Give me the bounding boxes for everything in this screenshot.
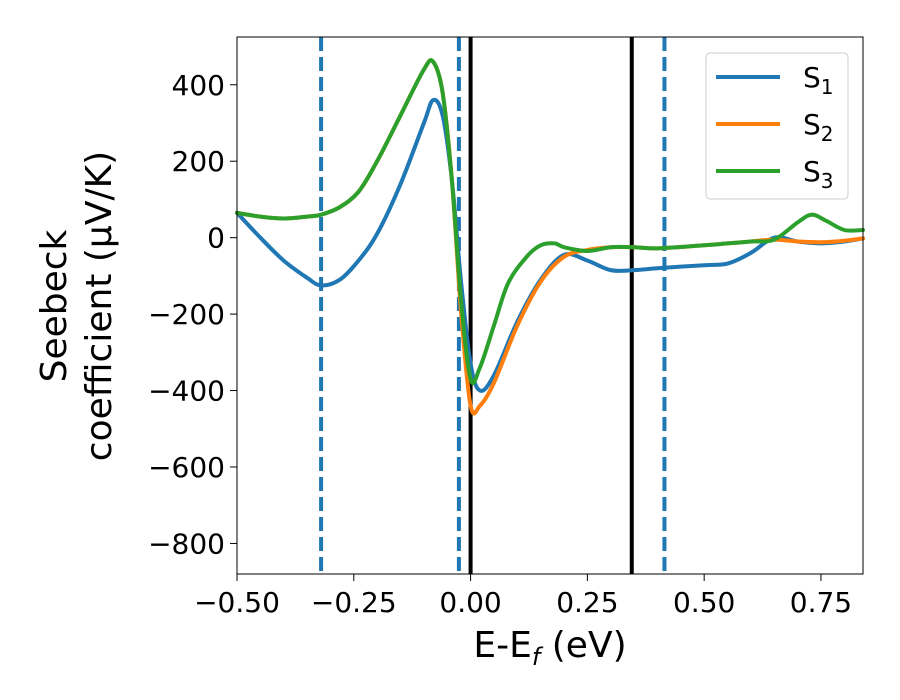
x-tick-label: 0.50 [673, 586, 735, 619]
series-lines [235, 58, 865, 416]
x-axis-label: E-Ef (eV) [473, 625, 626, 671]
y-tick-label: 0 [207, 222, 225, 255]
legend-label-s2: S2 [803, 108, 834, 146]
x-tick-label: 0.25 [556, 586, 618, 619]
y-tick-label: −400 [148, 375, 225, 408]
x-tick-label: −0.25 [311, 586, 397, 619]
y-axis-ticks: 400 200 0 −200 −400 −600 −800 [148, 69, 237, 560]
y-tick-label: −800 [148, 527, 225, 560]
y-axis-label-line2: coefficient (μV/K) [79, 151, 120, 461]
legend: S1 S2 S3 [705, 52, 849, 200]
y-tick-label: −600 [148, 451, 225, 484]
x-tick-label: −0.50 [194, 586, 280, 619]
y-tick-label: −200 [148, 298, 225, 331]
series-line-s3 [235, 58, 865, 386]
y-tick-label: 400 [172, 69, 225, 102]
x-tick-label: 0.75 [790, 586, 852, 619]
y-axis-label-line1: Seebeck [34, 229, 75, 382]
legend-label-s1: S1 [803, 61, 834, 99]
y-tick-label: 200 [172, 145, 225, 178]
x-tick-label: 0.00 [439, 586, 501, 619]
legend-label-s3: S3 [803, 155, 834, 193]
plot-frame [236, 36, 864, 575]
series-line-s1 [235, 97, 865, 393]
y-axis-label: Seebeck coefficient (μV/K) [34, 151, 120, 461]
x-axis-ticks: −0.50 −0.25 0.00 0.25 0.50 0.75 [194, 574, 852, 619]
